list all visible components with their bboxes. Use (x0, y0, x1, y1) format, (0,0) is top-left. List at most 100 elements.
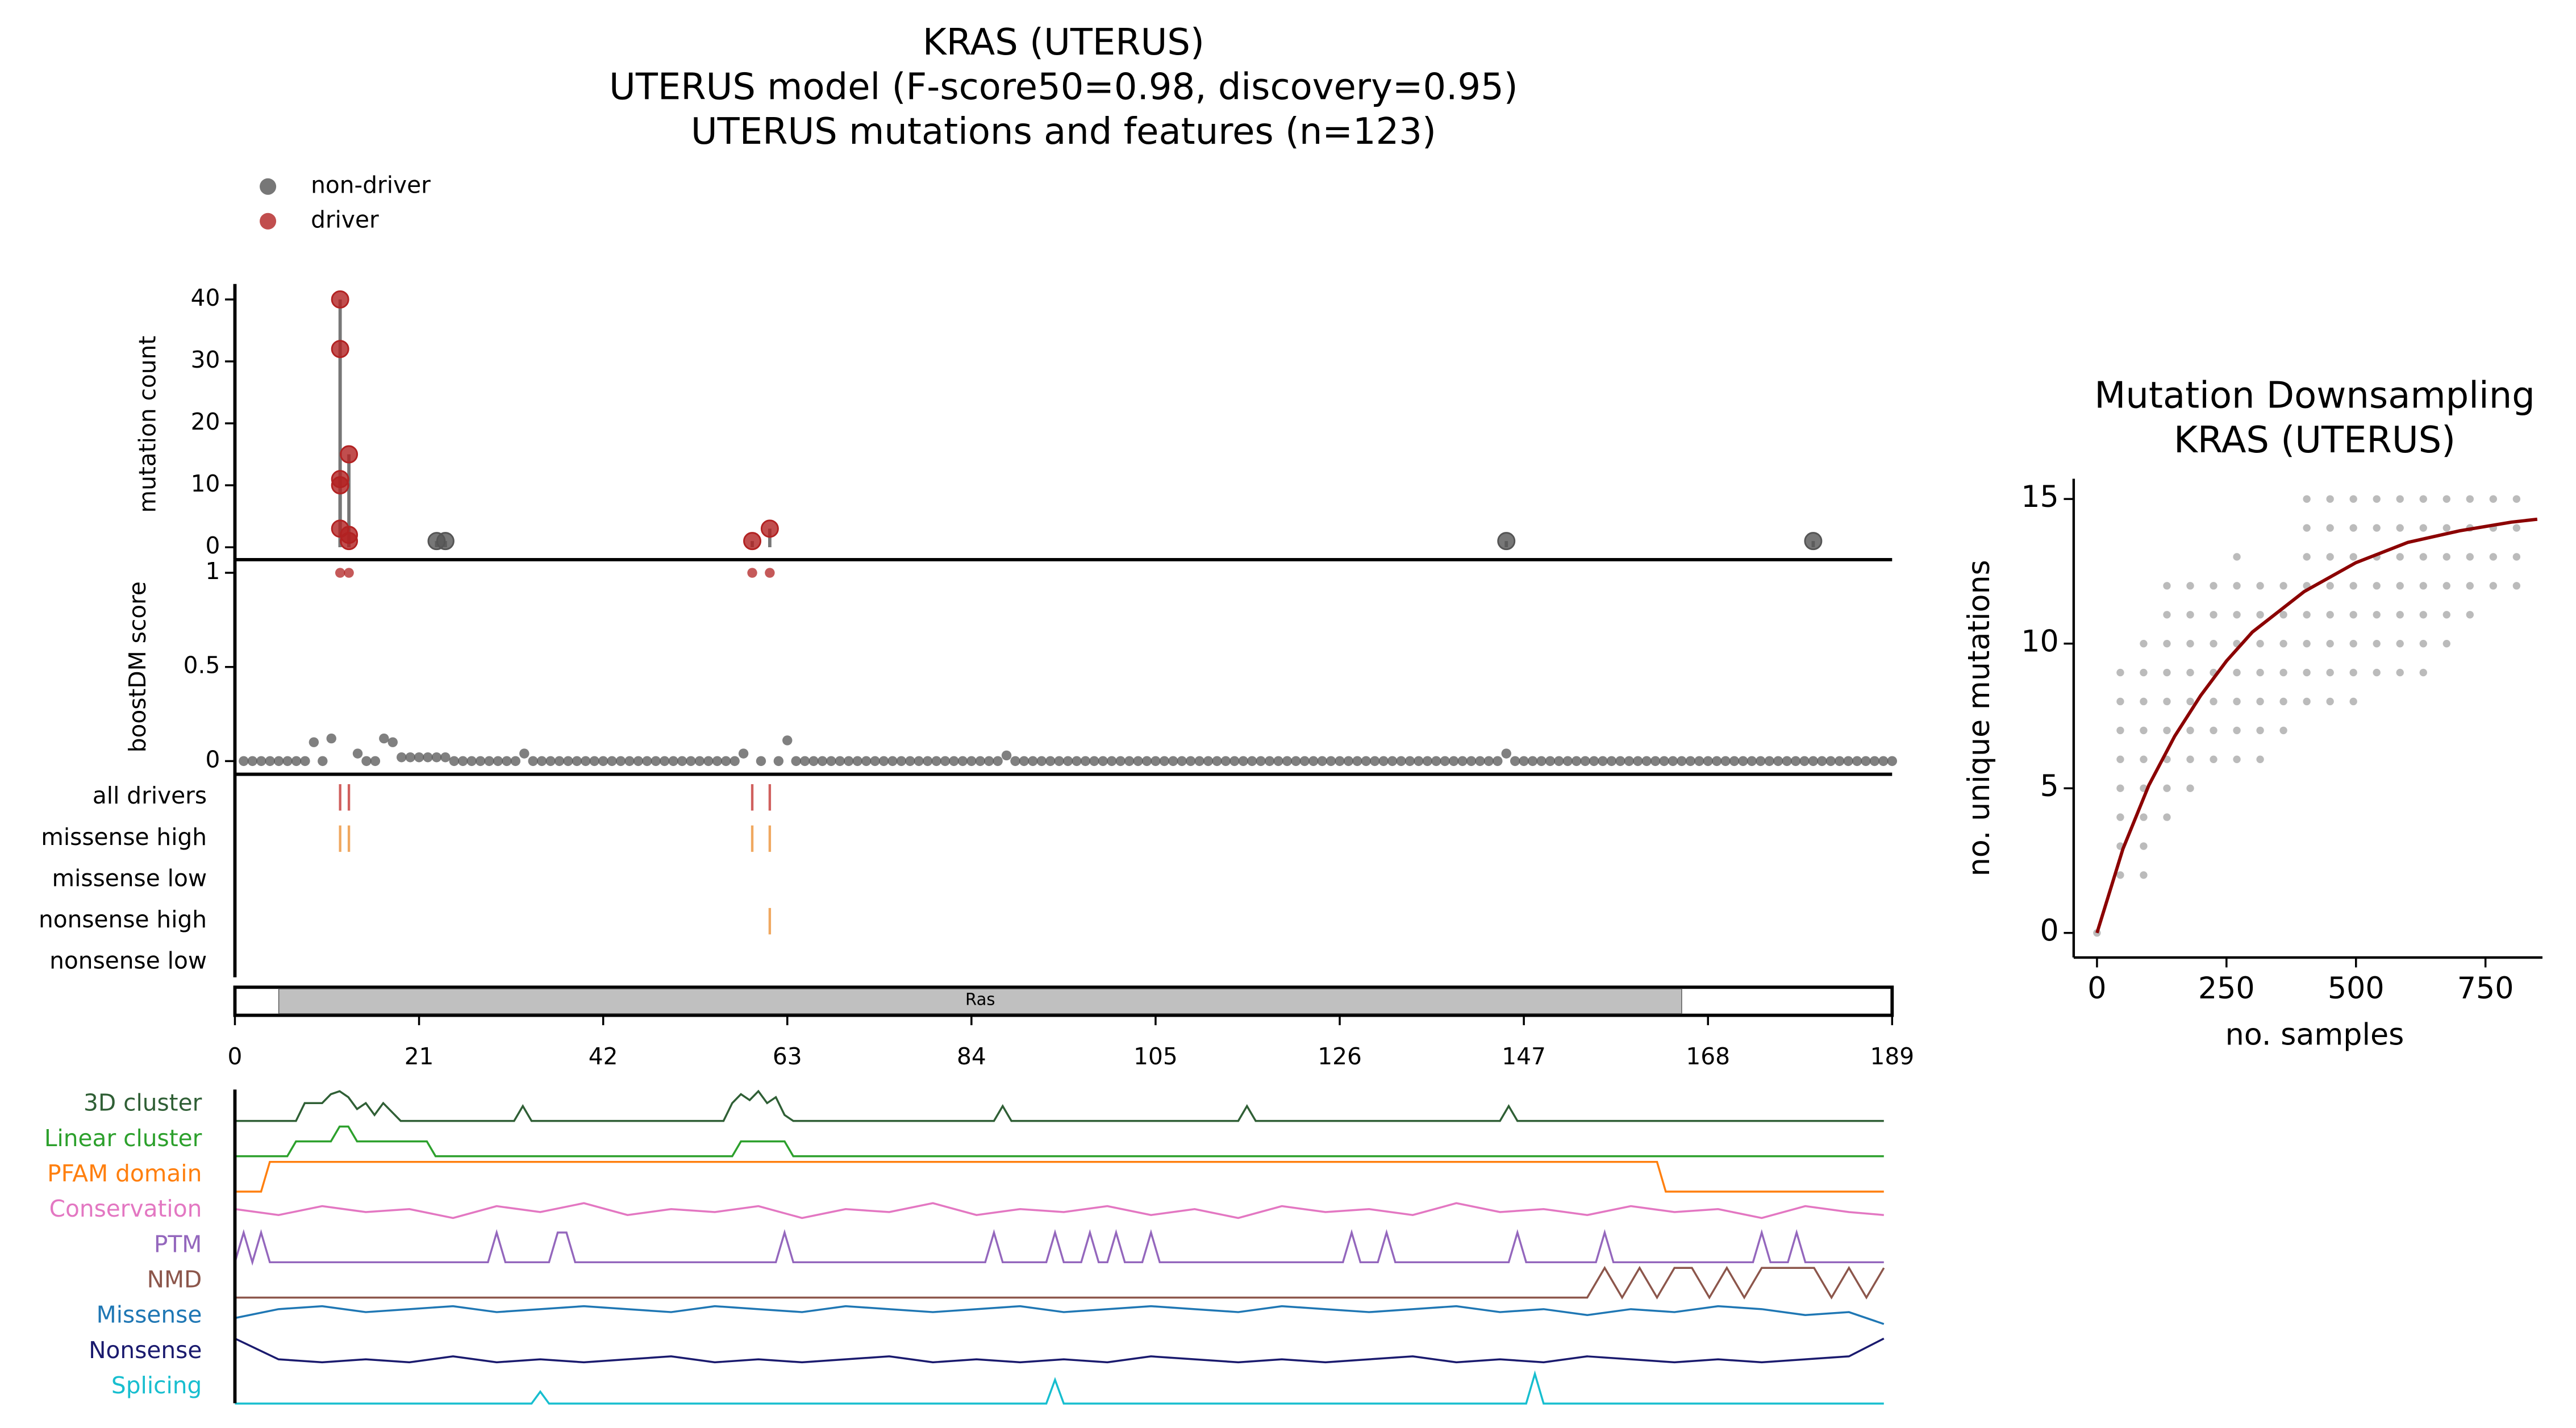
point (852, 756, 862, 767)
point (1256, 756, 1266, 767)
point (677, 756, 687, 767)
point (239, 756, 249, 767)
point (651, 756, 661, 767)
point (2326, 697, 2334, 706)
point (2466, 553, 2474, 561)
point (2279, 611, 2287, 619)
point (458, 756, 468, 767)
point (1264, 756, 1275, 767)
point (344, 568, 354, 578)
point (1659, 756, 1669, 767)
point (528, 756, 538, 767)
point (808, 756, 819, 767)
point (352, 748, 363, 759)
point (1317, 756, 1327, 767)
track-label: PTM (154, 1230, 202, 1258)
point (2303, 611, 2311, 619)
point (760, 519, 779, 538)
point (1720, 756, 1731, 767)
point (2512, 582, 2521, 590)
point (2140, 668, 2148, 677)
point (423, 752, 433, 763)
point (1545, 756, 1556, 767)
point (659, 756, 670, 767)
point (2163, 582, 2171, 590)
row-label: all drivers (93, 782, 207, 809)
point (331, 290, 349, 309)
point (1861, 756, 1871, 767)
point (1834, 756, 1845, 767)
point (2419, 553, 2427, 561)
point (1633, 756, 1643, 767)
point (572, 756, 582, 767)
point (2303, 639, 2311, 648)
point (510, 756, 521, 767)
point (2116, 668, 2124, 677)
point (1668, 756, 1678, 767)
point (922, 756, 933, 767)
point (2396, 524, 2404, 532)
point (1019, 756, 1029, 767)
track-label: Splicing (111, 1372, 202, 1399)
point (1878, 756, 1889, 767)
x-tick-label: 84 (957, 1043, 986, 1070)
point (493, 756, 503, 767)
point (1352, 756, 1362, 767)
point (2419, 582, 2427, 590)
track-line (234, 1229, 1884, 1266)
point (2140, 871, 2148, 879)
point (2419, 639, 2427, 648)
chart-title: KRAS (UTERUS) (923, 22, 1204, 64)
point (1694, 756, 1704, 767)
point (2303, 668, 2311, 677)
y-axis-label: mutation count (134, 336, 161, 513)
point (1589, 756, 1599, 767)
point (1782, 756, 1792, 767)
y-tick-label: 15 (2021, 480, 2059, 514)
point (484, 756, 494, 767)
track-label: Missense (97, 1301, 202, 1329)
point (554, 756, 565, 767)
point (361, 756, 372, 767)
point (1519, 756, 1529, 767)
point (1229, 756, 1240, 767)
point (826, 756, 836, 767)
point (2256, 611, 2264, 619)
point (326, 733, 336, 744)
point (2419, 524, 2427, 532)
point (1711, 756, 1722, 767)
point (2442, 611, 2450, 619)
point (1036, 756, 1047, 767)
chart-title: Mutation Downsampling (2094, 375, 2535, 417)
point (642, 756, 652, 767)
point (1808, 756, 1819, 767)
point (2210, 755, 2217, 763)
point (1738, 756, 1748, 767)
chart-title: UTERUS mutations and features (n=123) (691, 111, 1436, 153)
point (1817, 756, 1827, 767)
point (2186, 697, 2194, 706)
point (1361, 756, 1372, 767)
point (1194, 756, 1204, 767)
point (1177, 756, 1187, 767)
point (2349, 668, 2357, 677)
point (2116, 784, 2124, 792)
point (870, 756, 880, 767)
point (247, 756, 258, 767)
legend-marker (260, 178, 277, 195)
x-tick-label: 147 (1502, 1043, 1546, 1070)
track-line (234, 1337, 1885, 1364)
point (2256, 755, 2264, 763)
point (2349, 524, 2357, 532)
point (1168, 756, 1178, 767)
point (1273, 756, 1283, 767)
point (1098, 756, 1108, 767)
point (887, 756, 898, 767)
point (1624, 756, 1635, 767)
point (1010, 756, 1020, 767)
point (256, 756, 266, 767)
point (340, 532, 359, 551)
y-tick-label: 0 (205, 532, 220, 559)
x-tick-label: 63 (773, 1043, 802, 1070)
point (905, 756, 915, 767)
